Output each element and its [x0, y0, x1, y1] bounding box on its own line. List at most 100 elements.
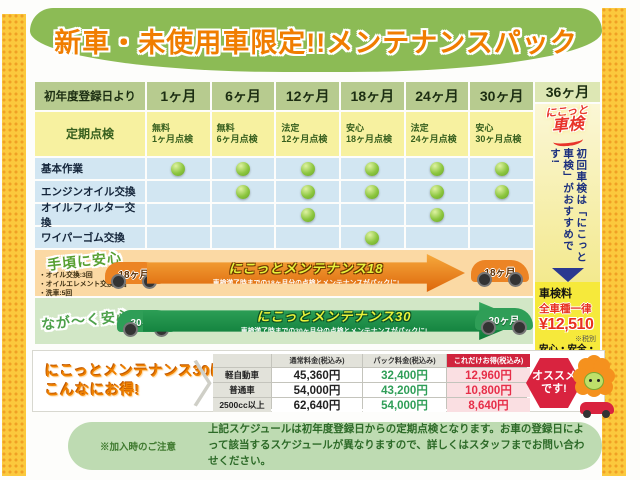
- pack-price: 43,200円: [363, 383, 446, 397]
- inspection-grade: 無料: [152, 122, 171, 133]
- schedule-cell: [147, 227, 210, 248]
- vehicle-type: 軽自動車: [213, 368, 271, 382]
- deal-headline: にこっとメンテナンス30は こんなにお得!: [45, 363, 226, 401]
- month-header: 6ヶ月: [211, 82, 275, 110]
- schedule-cell: [147, 204, 210, 225]
- recommend-text: 「にこっと車検」が: [562, 148, 588, 263]
- work-row-label: オイルフィルター交換: [35, 202, 145, 229]
- inspection-cell: 法定 24ヶ月点検: [405, 112, 469, 156]
- month-header: 12ヶ月: [276, 82, 339, 110]
- schedule-cell: [276, 181, 339, 202]
- inspection-row-label: 定期点検: [35, 112, 145, 156]
- schedule-cell: [211, 204, 275, 225]
- inspection-grade: 安心: [346, 122, 365, 133]
- normal-price: 54,000円: [272, 383, 362, 397]
- included-mark-icon: [235, 184, 250, 199]
- mascot-car: [580, 402, 614, 418]
- deal-headline-line: にこっとメンテナンス30は: [45, 364, 226, 380]
- plan18-arrow: にこっとメンテナンス18 車検満了時までの18ヶ月分の点検とメンテナンスがパック…: [147, 254, 465, 292]
- normal-price: 45,360円: [272, 368, 362, 382]
- schedule-cell: [470, 181, 533, 202]
- inspection-cell: 安心 18ヶ月点検: [341, 112, 404, 156]
- inspection-name: 6ヶ月点検: [216, 134, 258, 144]
- inspection-cell: 安心 30ヶ月点検: [470, 112, 533, 156]
- deal-headline-line: こんなにお得!: [45, 382, 141, 399]
- inspection-cell: 無料 1ヶ月点検: [147, 112, 210, 156]
- plan30-subtitle: 車検満了時までの30ヶ月分の点検とメンテナンスがパックに!: [240, 328, 428, 335]
- schedule-cell: [405, 158, 469, 179]
- inspection-name: 1ヶ月点検: [152, 134, 194, 144]
- price-col-header: 通常料金(税込み): [272, 354, 362, 367]
- bullet-item: ・オイルエレメント交換:1回: [39, 281, 127, 289]
- vehicle-type: 普通車: [213, 383, 271, 397]
- schedule-cell: [276, 227, 339, 248]
- included-mark-icon: [171, 161, 186, 176]
- price-col-header-save: これだけお得(税込み): [447, 354, 530, 367]
- smile-icon: [552, 133, 583, 148]
- plan18-band: 手頃に安心 ・オイル交換:3回 ・オイルエレメント交換:1回 ・洗車:5回 18…: [35, 249, 533, 299]
- included-mark-icon: [300, 207, 315, 222]
- car-label: 18ヶ月: [484, 267, 516, 279]
- schedule-cell: [341, 158, 404, 179]
- included-mark-icon: [365, 230, 380, 245]
- car-label: 30ヶ月: [488, 315, 520, 327]
- plan18-title: にこっとメンテナンス18: [228, 261, 384, 276]
- notice-text: 上記スケジュールは初年度登録日からの定期点検となります。お車の登録日によって該当…: [208, 423, 585, 467]
- pack-price: 32,400円: [363, 368, 446, 382]
- schedule-cell: [276, 158, 339, 179]
- shaken-fee-subtitle: 全車種一律: [539, 303, 592, 315]
- month-header: 30ヶ月: [470, 82, 533, 110]
- plan18-bullets: ・オイル交換:3回 ・オイルエレメント交換:1回 ・洗車:5回: [39, 271, 127, 299]
- included-mark-icon: [300, 161, 315, 176]
- schedule-cell: [341, 227, 404, 248]
- save-amount: 12,960円: [447, 368, 530, 382]
- shaken-recommend-area: にこっと 車検 初回車検は「にこっと車検」がおすすめです!: [535, 104, 600, 282]
- recommend-vertical-text: 初回車検は「にこっと車検」がおすすめです!: [548, 148, 587, 266]
- inspection-name: 30ヶ月点検: [475, 134, 522, 144]
- recommend-text: 初回車検は: [575, 148, 588, 206]
- page-title: 新車・未使用車限定!!メンテナンスパック: [54, 27, 578, 58]
- shaken-column: 36ヶ月 にこっと 車検 初回車検は「にこっと車検」がおすすめです! 車検料 全…: [535, 82, 600, 397]
- car-icon: 30ヶ月: [475, 308, 533, 335]
- logo-text: 車検: [551, 115, 585, 136]
- schedule-cell: [147, 158, 210, 179]
- schedule-cell: [147, 181, 210, 202]
- month-header: 36ヶ月: [535, 82, 600, 102]
- schedule-table: 初年度登録日より 1ヶ月 6ヶ月 12ヶ月 18ヶ月 24ヶ月 30ヶ月 定期点…: [35, 82, 533, 248]
- plan18-subtitle: 車検満了時までの18ヶ月分の点検とメンテナンスがパックに!: [212, 280, 400, 287]
- inspection-grade: 無料: [216, 122, 235, 133]
- schedule-cell: [405, 204, 469, 225]
- badge-text: オススメ: [532, 369, 576, 382]
- nicotto-shaken-logo: にこっと 車検: [545, 104, 590, 136]
- mascot-character: [568, 362, 620, 420]
- header-banner: 新車・未使用車限定!!メンテナンスパック: [30, 8, 602, 72]
- car-icon: 18ヶ月: [471, 260, 529, 287]
- schedule-cell: [470, 158, 533, 179]
- save-amount: 10,800円: [447, 383, 530, 397]
- inspection-cell: 法定 12ヶ月点検: [276, 112, 339, 156]
- included-mark-icon: [429, 207, 444, 222]
- inspection-grade: 法定: [281, 122, 300, 133]
- down-arrow-icon: [551, 268, 584, 282]
- inspection-name: 24ヶ月点検: [410, 134, 457, 144]
- pricing-section: にこっとメンテナンス30は こんなにお得! 〉 通常料金(税込み) パック料金(…: [32, 350, 605, 413]
- inspection-name: 18ヶ月点検: [346, 134, 393, 144]
- plan30-title: にこっとメンテナンス30: [256, 309, 412, 324]
- included-mark-icon: [429, 184, 444, 199]
- plan30-arrow: にこっとメンテナンス30 車検満了時までの30ヶ月分の点検とメンテナンスがパック…: [143, 302, 525, 340]
- work-row-label: ワイパーゴム交換: [35, 227, 145, 248]
- shaken-fee-label: 車検料: [539, 288, 572, 300]
- schedule-cell: [211, 181, 275, 202]
- included-mark-icon: [365, 161, 380, 176]
- tax-note: ※税別: [575, 336, 596, 343]
- included-mark-icon: [300, 184, 315, 199]
- pack-price: 54,000円: [363, 398, 446, 412]
- inspection-name: 12ヶ月点検: [281, 134, 328, 144]
- price-col-header: パック料金(税込み): [363, 354, 446, 367]
- schedule-cell: [341, 181, 404, 202]
- price-col-header: [213, 354, 271, 367]
- month-header: 24ヶ月: [405, 82, 469, 110]
- month-header: 1ヶ月: [147, 82, 210, 110]
- recommend-text: おすすめです!: [548, 148, 575, 252]
